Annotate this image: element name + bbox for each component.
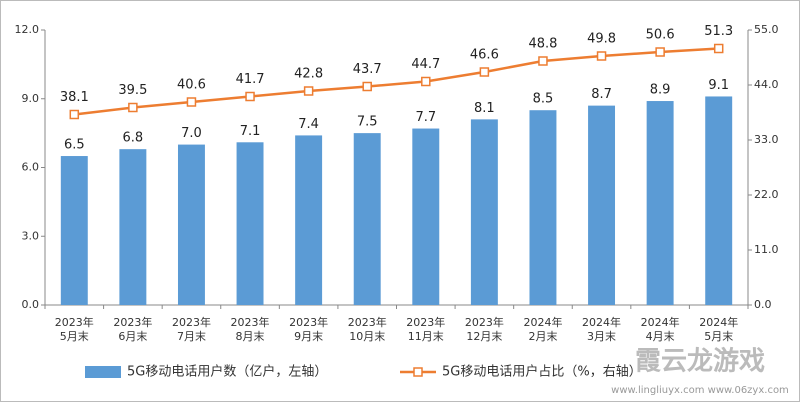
line — [74, 47, 719, 116]
x-tick-label: 7月末 — [177, 329, 206, 343]
x-tick-label: 11月末 — [408, 329, 444, 343]
x-tick-label: 2023年 — [289, 315, 328, 329]
bar — [353, 133, 381, 305]
bar-value-label: 8.5 — [533, 92, 554, 107]
y-tick-label: 9.0 — [22, 92, 40, 105]
y2-tick-label: 11.0 — [754, 243, 779, 256]
bar-value-label: 8.1 — [474, 101, 495, 116]
x-tick-label: 2023年 — [55, 315, 94, 329]
legend-swatch — [85, 366, 121, 378]
line-value-label: 51.3 — [704, 24, 733, 39]
legend-swatch-marker — [413, 367, 423, 377]
line-value-label: 42.8 — [294, 67, 323, 82]
watermark-url: www.lingliuyx.com www.06zyx.com — [611, 385, 789, 396]
bar — [295, 135, 323, 305]
x-tick-label: 2024年 — [523, 315, 562, 329]
bar-value-label: 7.4 — [298, 117, 319, 132]
line-value-label: 41.7 — [236, 72, 265, 87]
bar — [470, 119, 498, 305]
line-value-label: 43.7 — [353, 62, 382, 77]
x-tick-label: 2023年 — [406, 315, 445, 329]
x-tick-label: 2023年 — [231, 315, 270, 329]
line-marker — [186, 97, 197, 107]
y-tick-label: 3.0 — [22, 229, 40, 242]
bar-value-label: 8.7 — [591, 87, 612, 102]
bar-value-label: 7.7 — [415, 110, 436, 125]
bar — [646, 101, 674, 306]
x-tick-label: 10月末 — [349, 329, 385, 343]
bar-value-label: 9.1 — [708, 78, 729, 93]
bar — [177, 144, 205, 305]
line-marker — [479, 67, 490, 77]
x-tick-label: 12月末 — [466, 329, 502, 343]
x-tick-label: 2023年 — [172, 315, 211, 329]
bar — [60, 156, 88, 305]
bar-value-label: 6.8 — [123, 131, 144, 146]
x-tick-label: 5月末 — [60, 329, 89, 343]
x-tick-label: 5月末 — [704, 329, 733, 343]
y2-tick-label: 22.0 — [754, 188, 779, 201]
line-marker — [538, 56, 548, 66]
y-tick-label: 12.0 — [15, 23, 40, 36]
x-tick-label: 6月末 — [118, 329, 147, 343]
line-value-label: 38.1 — [60, 90, 89, 105]
x-tick-label: 2024年 — [582, 315, 621, 329]
y2-tick-label: 44.0 — [754, 78, 779, 91]
line-value-label: 49.8 — [587, 32, 616, 47]
legend-label: 5G移动电话用户数（亿户，左轴） — [127, 364, 327, 380]
y2-tick-label: 33.0 — [754, 133, 779, 146]
line-value-label: 50.6 — [646, 28, 675, 43]
line-marker — [303, 86, 314, 96]
line-marker — [128, 102, 138, 113]
bar — [236, 142, 264, 305]
line-value-label: 44.7 — [411, 57, 440, 72]
line-marker — [596, 51, 607, 61]
bar-value-label: 7.5 — [357, 115, 378, 130]
x-tick-label: 2023年 — [113, 315, 152, 329]
bar-value-label: 7.0 — [181, 126, 202, 141]
y2-tick-label: 0.0 — [754, 298, 772, 311]
line-marker — [655, 47, 665, 57]
y-tick-label: 0.0 — [22, 298, 40, 311]
x-tick-label: 2023年 — [465, 315, 504, 329]
line-value-label: 39.5 — [118, 83, 147, 98]
line-marker — [421, 76, 431, 87]
line-marker — [713, 43, 724, 54]
x-tick-label: 4月末 — [646, 329, 675, 343]
line-value-label: 40.6 — [177, 78, 206, 93]
bar-value-label: 8.9 — [650, 83, 671, 98]
line-marker — [69, 109, 80, 120]
x-tick-label: 2023年 — [348, 315, 387, 329]
bar — [529, 110, 557, 305]
bar — [705, 96, 733, 305]
bar-value-label: 7.1 — [240, 124, 261, 139]
watermark-title: 霞云龙游戏 — [635, 347, 765, 377]
line-marker — [245, 91, 255, 102]
x-tick-label: 2月末 — [528, 329, 557, 343]
bar-value-label: 6.5 — [64, 138, 85, 153]
y-tick-label: 6.0 — [22, 161, 40, 174]
bar — [588, 105, 616, 305]
line-value-label: 46.6 — [470, 48, 499, 63]
line-marker — [362, 81, 372, 92]
x-tick-label: 9月末 — [294, 329, 323, 343]
bar — [119, 149, 147, 305]
line-value-label: 48.8 — [528, 37, 557, 52]
x-tick-label: 3月末 — [587, 329, 616, 343]
bar — [412, 128, 440, 305]
y2-tick-label: 55.0 — [754, 23, 779, 36]
legend-label: 5G移动电话用户占比（%，右轴） — [442, 364, 642, 380]
x-tick-label: 2024年 — [641, 315, 680, 329]
x-tick-label: 8月末 — [236, 329, 265, 343]
x-tick-label: 2024年 — [699, 315, 738, 329]
